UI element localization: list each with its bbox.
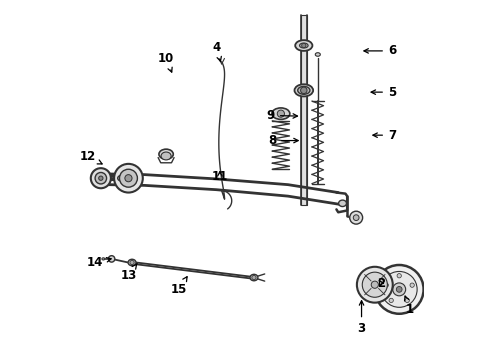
Text: 2: 2 <box>377 278 385 291</box>
Ellipse shape <box>298 86 310 94</box>
Ellipse shape <box>128 259 136 266</box>
Ellipse shape <box>161 152 171 160</box>
Text: 8: 8 <box>268 134 298 147</box>
Ellipse shape <box>272 108 290 120</box>
Ellipse shape <box>299 43 308 48</box>
Circle shape <box>353 215 359 221</box>
Ellipse shape <box>159 149 173 159</box>
Circle shape <box>114 164 143 193</box>
Text: 7: 7 <box>373 129 396 142</box>
Text: 12: 12 <box>80 150 102 164</box>
Ellipse shape <box>250 274 258 281</box>
Ellipse shape <box>315 53 320 56</box>
Text: 14: 14 <box>87 256 111 269</box>
Ellipse shape <box>294 84 313 96</box>
Circle shape <box>389 298 393 302</box>
Text: 9: 9 <box>267 109 297 122</box>
Bar <box>300 15 307 205</box>
Circle shape <box>393 283 406 296</box>
Ellipse shape <box>102 258 105 260</box>
Circle shape <box>371 281 378 288</box>
Circle shape <box>362 272 388 297</box>
Circle shape <box>120 169 137 187</box>
Text: 4: 4 <box>212 41 221 61</box>
Circle shape <box>381 271 417 307</box>
Text: 3: 3 <box>358 301 366 335</box>
Circle shape <box>396 287 402 292</box>
Circle shape <box>302 43 306 48</box>
Circle shape <box>410 283 415 287</box>
Circle shape <box>405 298 409 302</box>
Text: 13: 13 <box>121 264 137 282</box>
Circle shape <box>277 110 285 117</box>
Circle shape <box>95 172 107 184</box>
Text: 5: 5 <box>371 86 396 99</box>
Text: 1: 1 <box>405 296 414 316</box>
Circle shape <box>357 267 393 303</box>
Circle shape <box>98 176 103 180</box>
Circle shape <box>252 275 256 280</box>
Text: 10: 10 <box>158 51 174 72</box>
Circle shape <box>384 283 389 287</box>
Circle shape <box>350 211 363 224</box>
Circle shape <box>130 260 134 265</box>
Text: 11: 11 <box>212 170 228 183</box>
Text: 6: 6 <box>364 44 396 57</box>
Circle shape <box>375 265 423 314</box>
Circle shape <box>108 256 115 262</box>
Circle shape <box>91 168 111 188</box>
Ellipse shape <box>339 200 346 207</box>
Ellipse shape <box>118 175 125 181</box>
Circle shape <box>397 274 401 278</box>
Circle shape <box>300 87 307 94</box>
Ellipse shape <box>295 40 313 51</box>
Text: 15: 15 <box>171 277 187 296</box>
Circle shape <box>125 175 132 182</box>
